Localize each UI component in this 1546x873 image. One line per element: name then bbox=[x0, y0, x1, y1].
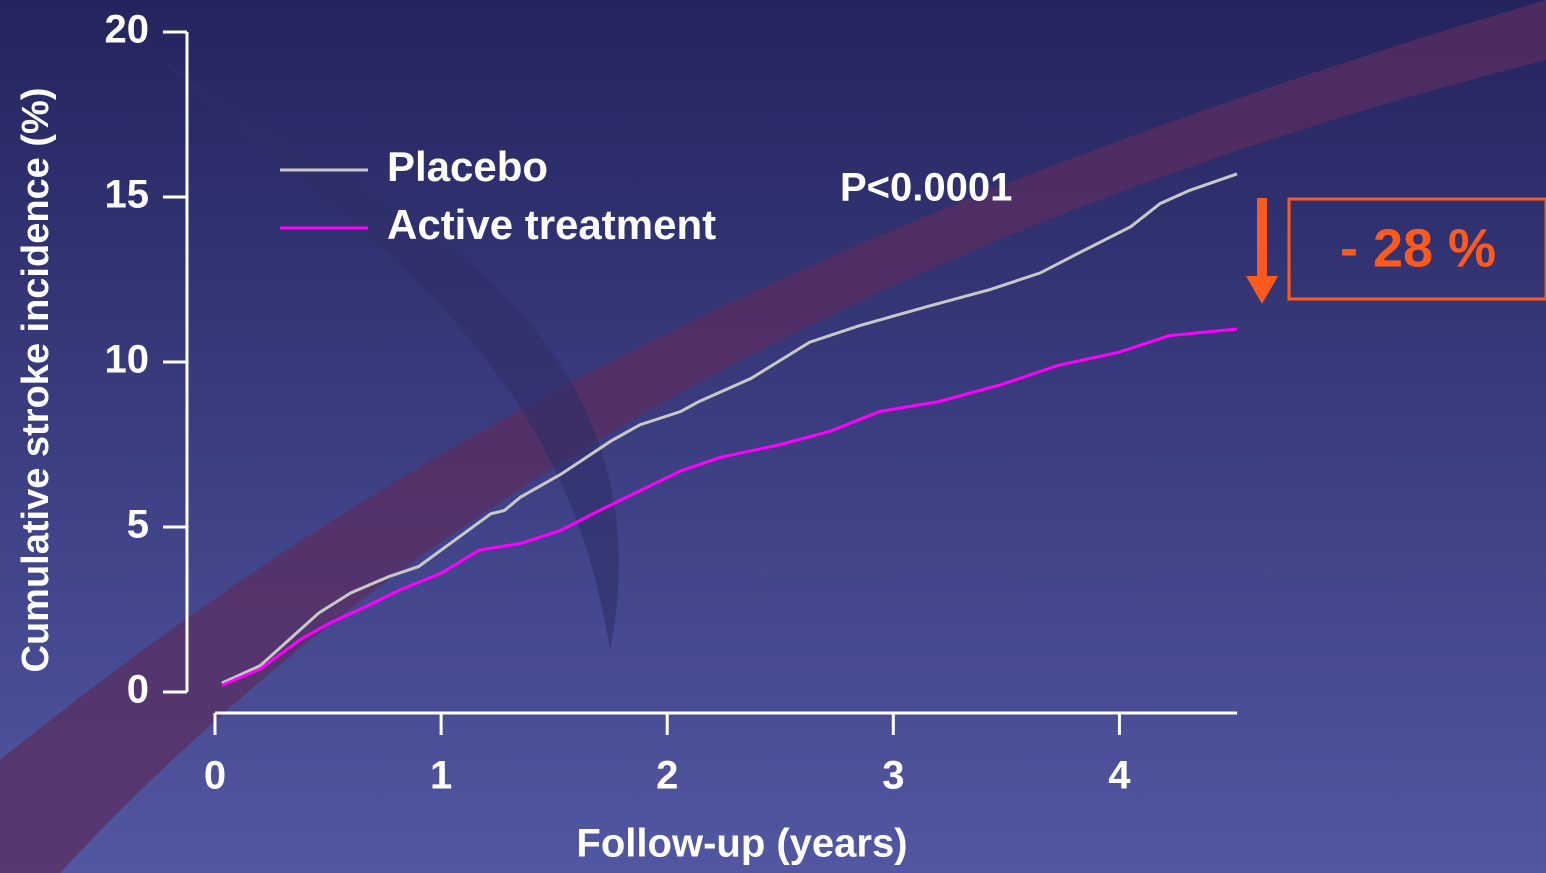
background bbox=[0, 0, 1546, 873]
y-tick-label: 10 bbox=[105, 338, 150, 382]
y-tick-label: 5 bbox=[127, 503, 149, 547]
y-axis-label: Cumulative stroke incidence (%) bbox=[15, 88, 57, 673]
x-tick-label: 2 bbox=[656, 754, 678, 798]
y-tick-label: 20 bbox=[105, 8, 150, 52]
y-tick-label: 0 bbox=[127, 668, 149, 712]
x-axis-label: Follow-up (years) bbox=[576, 822, 907, 866]
x-tick-label: 0 bbox=[204, 754, 226, 798]
legend-label: Placebo bbox=[387, 143, 548, 190]
x-tick-label: 1 bbox=[430, 754, 452, 798]
page: {"chart_data": {"type": "line", "xlabel"… bbox=[0, 0, 1546, 873]
y-tick-label: 15 bbox=[105, 173, 150, 217]
legend-label: Active treatment bbox=[387, 201, 716, 248]
reduction-label: - 28 % bbox=[1340, 218, 1496, 278]
arrow-shaft bbox=[1257, 198, 1267, 278]
p-value: P<0.0001 bbox=[840, 166, 1012, 210]
x-tick-label: 3 bbox=[882, 754, 904, 798]
chart: Follow-up (years) Cumulative stroke inci… bbox=[0, 0, 1546, 873]
x-tick-label: 4 bbox=[1108, 754, 1131, 798]
